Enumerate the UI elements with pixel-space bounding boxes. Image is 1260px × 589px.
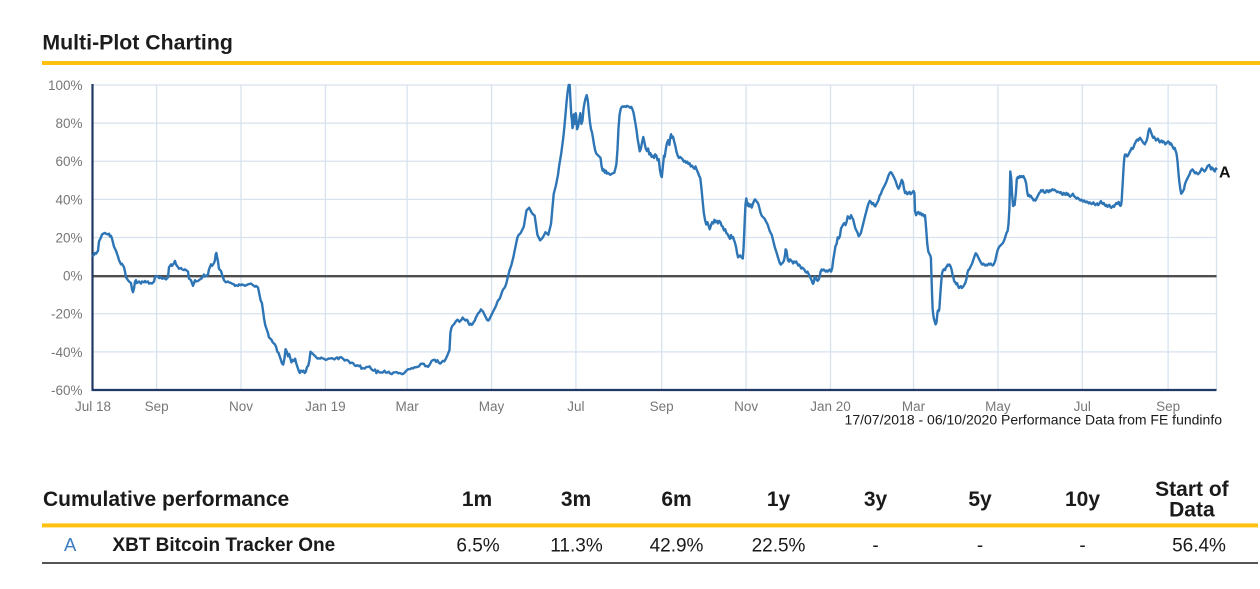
svg-text:Mar: Mar bbox=[902, 399, 926, 414]
svg-text:80%: 80% bbox=[55, 116, 82, 131]
svg-text:1m: 1m bbox=[462, 488, 492, 511]
svg-text:-: - bbox=[977, 536, 983, 557]
svg-text:100%: 100% bbox=[48, 78, 83, 93]
svg-text:Sep: Sep bbox=[1156, 399, 1180, 414]
svg-text:Multi-Plot Charting: Multi-Plot Charting bbox=[42, 31, 232, 55]
svg-text:60%: 60% bbox=[55, 154, 82, 169]
svg-text:Data: Data bbox=[1169, 498, 1215, 521]
svg-text:May: May bbox=[479, 399, 505, 414]
svg-text:Nov: Nov bbox=[229, 399, 253, 414]
svg-text:Jul: Jul bbox=[1074, 399, 1091, 414]
svg-text:Jan 20: Jan 20 bbox=[810, 399, 851, 414]
svg-text:-: - bbox=[872, 536, 878, 557]
svg-text:3y: 3y bbox=[864, 488, 888, 511]
svg-text:40%: 40% bbox=[55, 192, 82, 207]
svg-text:-: - bbox=[1079, 536, 1085, 557]
svg-text:20%: 20% bbox=[55, 230, 82, 245]
svg-text:1y: 1y bbox=[767, 488, 791, 511]
svg-text:Sep: Sep bbox=[650, 399, 674, 414]
svg-text:42.9%: 42.9% bbox=[650, 536, 704, 557]
svg-text:17/07/2018 - 06/10/2020 Perfor: 17/07/2018 - 06/10/2020 Performance Data… bbox=[845, 412, 1223, 428]
svg-text:Jan 19: Jan 19 bbox=[305, 399, 346, 414]
svg-text:56.4%: 56.4% bbox=[1172, 536, 1226, 557]
svg-text:6.5%: 6.5% bbox=[456, 536, 499, 557]
svg-text:Mar: Mar bbox=[395, 399, 419, 414]
svg-text:5y: 5y bbox=[968, 488, 992, 511]
svg-text:-20%: -20% bbox=[51, 307, 83, 322]
svg-text:3m: 3m bbox=[561, 488, 591, 511]
svg-text:A: A bbox=[1219, 165, 1231, 182]
svg-text:Nov: Nov bbox=[734, 399, 758, 414]
svg-text:22.5%: 22.5% bbox=[752, 536, 806, 557]
svg-text:Jul 18: Jul 18 bbox=[75, 399, 111, 414]
svg-text:-60%: -60% bbox=[51, 383, 83, 398]
svg-text:Cumulative performance: Cumulative performance bbox=[43, 488, 289, 511]
svg-text:Start of: Start of bbox=[1155, 478, 1230, 501]
svg-text:Jul: Jul bbox=[567, 399, 584, 414]
svg-text:0%: 0% bbox=[63, 269, 83, 284]
svg-text:Sep: Sep bbox=[145, 399, 169, 414]
svg-text:6m: 6m bbox=[661, 488, 691, 511]
svg-text:XBT Bitcoin Tracker One: XBT Bitcoin Tracker One bbox=[112, 535, 335, 556]
svg-text:May: May bbox=[985, 399, 1011, 414]
svg-text:11.3%: 11.3% bbox=[550, 536, 603, 557]
svg-text:A: A bbox=[64, 534, 77, 555]
svg-text:10y: 10y bbox=[1065, 488, 1100, 511]
svg-text:-40%: -40% bbox=[51, 345, 83, 360]
